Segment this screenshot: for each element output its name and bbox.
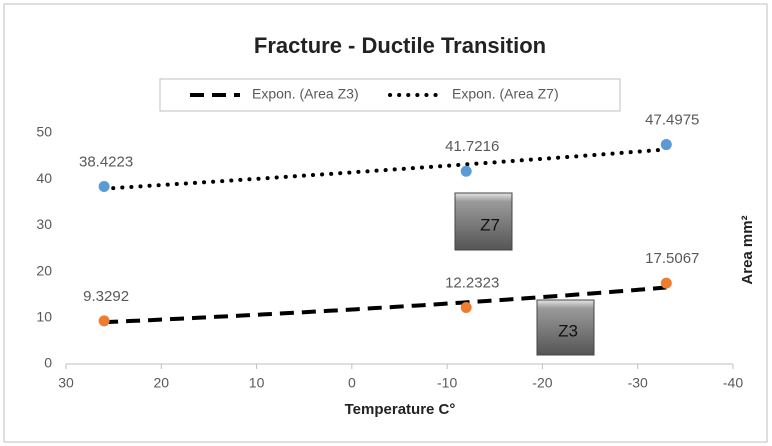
chart-title: Fracture - Ductile Transition bbox=[254, 33, 546, 58]
x-tick-label: -20 bbox=[532, 375, 552, 391]
data-label: 38.4223 bbox=[79, 153, 133, 170]
legend-label: Expon. (Area Z3) bbox=[252, 86, 359, 102]
data-label: 17.5067 bbox=[645, 250, 699, 267]
y-tick-label: 20 bbox=[36, 262, 52, 278]
data-point bbox=[461, 166, 472, 177]
x-tick-label: 10 bbox=[249, 375, 265, 391]
x-tick-label: 20 bbox=[153, 375, 169, 391]
data-label: 41.7216 bbox=[445, 138, 499, 155]
data-point bbox=[99, 181, 110, 192]
y-tick-label: 0 bbox=[44, 355, 52, 371]
data-label: 9.3292 bbox=[83, 288, 129, 305]
y-tick-label: 40 bbox=[36, 170, 52, 186]
data-label: 47.4975 bbox=[645, 112, 699, 129]
x-tick-label: 0 bbox=[348, 375, 356, 391]
x-tick-label: -10 bbox=[437, 375, 457, 391]
data-label: 12.2323 bbox=[445, 274, 499, 291]
y-tick-label: 30 bbox=[36, 216, 52, 232]
data-point bbox=[461, 302, 472, 313]
y-tick-label: 50 bbox=[36, 124, 52, 140]
y-axis-title: Area mm² bbox=[739, 215, 756, 284]
data-point bbox=[99, 315, 110, 326]
data-point bbox=[661, 139, 672, 150]
annotation: Z7 bbox=[480, 215, 500, 234]
data-point bbox=[661, 278, 672, 289]
chart: Fracture - Ductile Transition Expon. (Ar… bbox=[0, 0, 772, 446]
chart-border bbox=[4, 4, 767, 442]
x-tick-label: -40 bbox=[723, 375, 743, 391]
x-tick-label: -30 bbox=[628, 375, 648, 391]
x-tick-label: 30 bbox=[58, 375, 74, 391]
annotation: Z3 bbox=[558, 321, 578, 340]
y-tick-label: 10 bbox=[36, 309, 52, 325]
x-axis-title: Temperature C° bbox=[345, 401, 456, 418]
legend-label: Expon. (Area Z7) bbox=[452, 86, 559, 102]
